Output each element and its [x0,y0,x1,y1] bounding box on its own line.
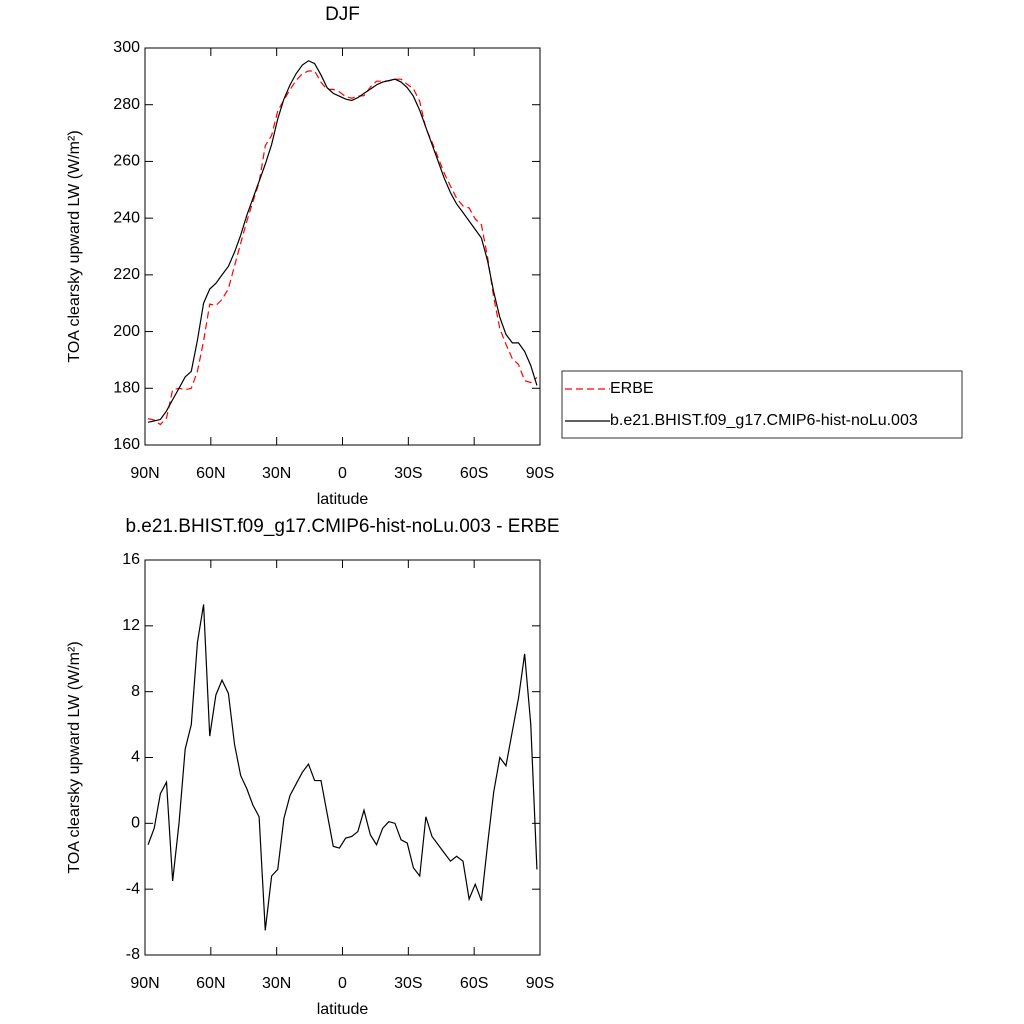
y-tick-label: 240 [113,209,140,226]
y-tick-label: 300 [113,39,140,56]
y-tick-label: 180 [113,380,140,397]
x-tick-label: 30N [262,465,291,482]
y-tick-label: 12 [122,617,140,634]
series-line [147,604,538,931]
chart-title: b.e21.BHIST.f09_g17.CMIP6-hist-noLu.003 … [125,516,559,537]
x-tick-label: 30S [394,465,422,482]
legend-label: ERBE [610,380,654,397]
x-tick-label: 30S [394,975,422,992]
x-tick-label: 30N [262,975,291,992]
y-axis-label: TOA clearsky upward LW (W/m²) [66,641,83,873]
chart-title: DJF [325,4,360,25]
y-tick-label: 220 [113,266,140,283]
x-tick-label: 90S [526,465,554,482]
y-tick-label: 160 [113,436,140,453]
y-axis-label: TOA clearsky upward LW (W/m²) [66,130,83,362]
y-tick-label: 8 [131,683,140,700]
x-tick-label: 0 [338,975,347,992]
y-tick-label: -4 [126,880,140,897]
legend-label: b.e21.BHIST.f09_g17.CMIP6-hist-noLu.003 [610,412,918,429]
legend-box [561,370,963,439]
x-tick-label: 90N [130,465,159,482]
y-tick-label: 4 [131,749,140,766]
x-tick-label: 60S [460,465,488,482]
x-tick-label: 90N [130,975,159,992]
y-tick-label: 16 [122,551,140,568]
x-axis-label: latitude [317,491,369,508]
x-tick-label: 90S [526,975,554,992]
x-tick-label: 60N [196,975,225,992]
series-line [147,70,538,426]
y-tick-label: 0 [131,815,140,832]
x-tick-label: 60N [196,465,225,482]
y-tick-label: -8 [126,946,140,963]
x-axis-label: latitude [317,1001,369,1018]
x-tick-label: 0 [338,465,347,482]
y-tick-label: 200 [113,323,140,340]
series-line [147,60,538,423]
y-tick-label: 260 [113,153,140,170]
x-tick-label: 60S [460,975,488,992]
y-tick-label: 280 [113,96,140,113]
